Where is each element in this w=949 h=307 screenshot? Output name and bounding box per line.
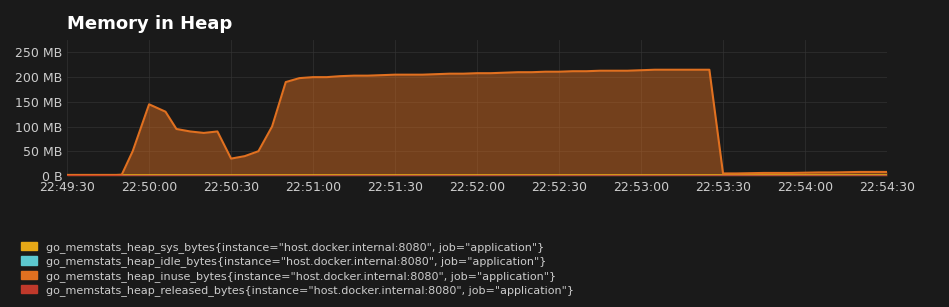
- Text: Memory in Heap: Memory in Heap: [67, 15, 233, 33]
- Legend: go_memstats_heap_sys_bytes{instance="host.docker.internal:8080", job="applicatio: go_memstats_heap_sys_bytes{instance="hos…: [15, 236, 580, 301]
